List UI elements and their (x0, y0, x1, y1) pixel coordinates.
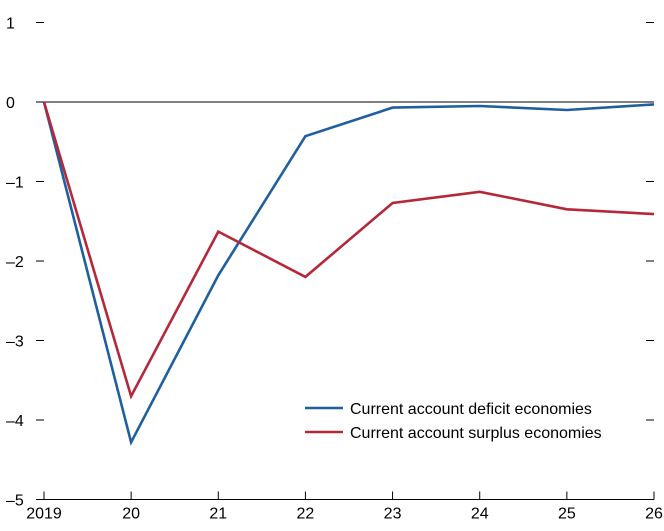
x-tick-label: 24 (471, 506, 489, 523)
y-tick-label: –4 (6, 413, 24, 430)
y-ticks-right (646, 22, 654, 500)
legend-label: Current account surplus economies (350, 425, 602, 442)
x-tick-label: 2019 (26, 506, 62, 523)
series-line-surplus (42, 101, 655, 400)
y-tick-label: 1 (6, 16, 15, 33)
y-tick-label: –3 (6, 334, 24, 351)
y-tick-label: 0 (6, 95, 15, 112)
legend-label: Current account deficit economies (350, 401, 592, 418)
x-tick-label: 23 (384, 506, 402, 523)
x-tick-label: 26 (645, 506, 663, 523)
y-tick-label: –5 (6, 493, 24, 510)
legend: Current account deficit economies Current… (305, 401, 602, 442)
y-tick-label: –1 (6, 175, 24, 192)
x-axis: 2019 20 21 22 23 24 25 26 (26, 491, 663, 523)
x-tick-label: 25 (558, 506, 576, 523)
series-group (42, 101, 655, 446)
x-tick-label: 21 (209, 506, 227, 523)
y-ticks-left: 1 0 –1 –2 –3 –4 –5 (6, 16, 44, 510)
series-line-deficit (42, 101, 655, 446)
x-tick-label: 22 (297, 506, 315, 523)
y-tick-label: –2 (6, 254, 24, 271)
x-tick-label: 20 (122, 506, 140, 523)
